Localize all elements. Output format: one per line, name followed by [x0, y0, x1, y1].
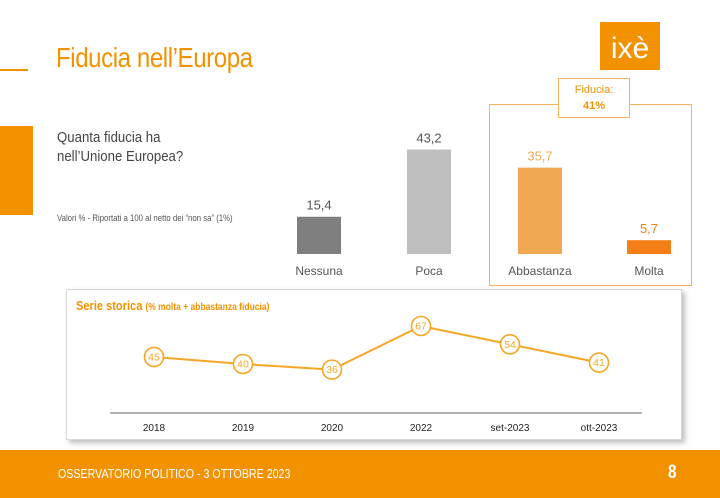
trust-summary-label: Fiducia:: [574, 84, 614, 96]
trust-summary-tag: Fiducia: 41%: [558, 78, 630, 118]
footer-text: OSSERVATORIO POLITICO - 3 OTTOBRE 2023: [58, 466, 291, 481]
bar-value-label-poca: 43,2: [416, 131, 441, 146]
question-line-2: nell’Unione Europea?: [57, 148, 184, 165]
series-title: Serie storica (% molta + abbastanza fidu…: [76, 298, 269, 313]
series-title-sub: (% molta + abbastanza fiducia): [145, 302, 270, 313]
bar-nessuna: [297, 216, 341, 254]
bar-category-label-poca: Poca: [415, 264, 443, 278]
bar-value-label-nessuna: 15,4: [306, 198, 331, 213]
ixe-logo: ixè: [600, 22, 660, 70]
footer-bar: [0, 450, 720, 498]
page-number: 8: [668, 462, 677, 483]
title-accent-line: [0, 69, 28, 71]
bar-category-label-nessuna: Nessuna: [295, 264, 343, 278]
side-accent-block: [0, 126, 33, 215]
trust-highlight-box: [489, 104, 692, 286]
values-note: Valori % - Riportati a 100 al netto dei …: [57, 213, 233, 224]
logo-text: ixè: [611, 32, 649, 65]
page-title: Fiducia nell’Europa: [56, 42, 253, 73]
bar-poca: [407, 149, 451, 254]
trust-summary-value: 41%: [582, 100, 606, 112]
series-title-main: Serie storica: [76, 298, 143, 313]
question-line-1: Quanta fiducia ha: [57, 129, 161, 146]
logo-background: [600, 22, 660, 70]
question-text: Quanta fiducia ha nell’Unione Europea?: [57, 128, 183, 166]
